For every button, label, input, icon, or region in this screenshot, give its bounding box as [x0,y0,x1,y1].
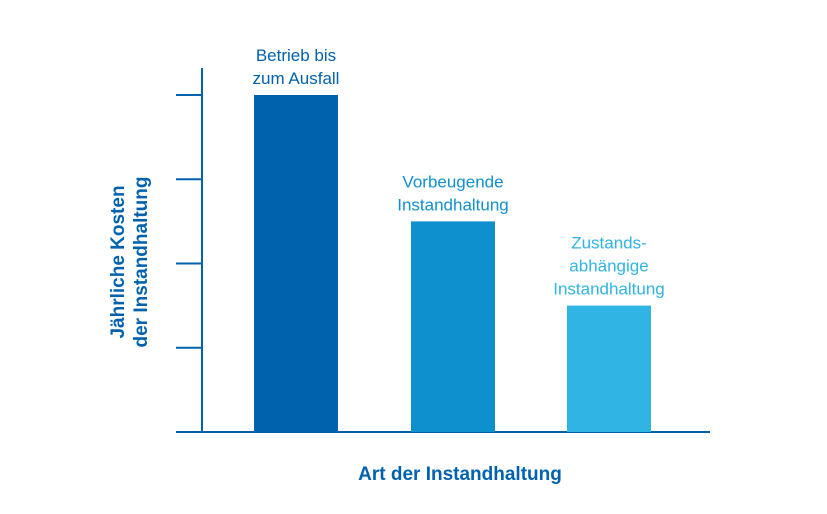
chart-bars [254,95,651,432]
x-axis-title: Art der Instandhaltung [358,464,562,485]
bar-category-label: Zustands-abhängige Instandhaltung [553,234,665,299]
bar-category-label: Vorbeugende Instandhaltung [397,172,509,214]
bar [411,221,495,432]
bar [254,95,338,432]
y-axis-title: Jährliche Kosten der Instandhaltung [108,177,152,348]
bar-category-label: Betrieb bis zum Ausfall [253,46,340,88]
y-axis-title-text: Jährliche Kosten der Instandhaltung [108,177,152,348]
bar [567,305,651,432]
bar-labels: Betrieb bis zum Ausfall Vorbeugende Instand… [253,46,665,299]
